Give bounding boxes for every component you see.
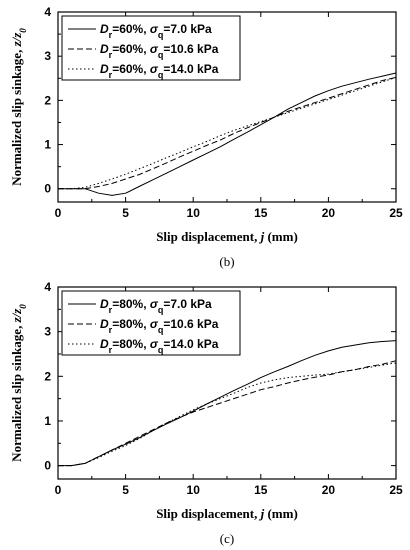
- y-tick-label: 0: [44, 459, 51, 473]
- y-tick-label: 1: [44, 138, 51, 152]
- x-tick-label: 10: [187, 483, 201, 497]
- y-axis-title: Normalized slip sinkage, z/z0: [9, 304, 28, 462]
- legend-label: Dr=80%, σq=7.0 kPa: [100, 297, 212, 315]
- x-tick-label: 0: [55, 206, 62, 220]
- series-lines: [58, 72, 397, 196]
- series-lines: [58, 340, 397, 467]
- legend: Dr=60%, σq=7.0 kPa Dr=60%, σq=10.6 kPa Dr=…: [61, 15, 241, 81]
- y-tick-label: 0: [44, 182, 51, 196]
- y-tick-label: 4: [44, 5, 51, 19]
- x-tick-label: 25: [389, 483, 403, 497]
- x-axis-title: Slip displacement, j (mm): [156, 506, 298, 521]
- panel-label: (b): [219, 254, 234, 269]
- x-tick-label: 0: [55, 483, 62, 497]
- x-axis-title: Slip displacement, j (mm): [156, 229, 298, 244]
- series-line: [58, 360, 397, 467]
- axis-ticks: 0 5 10 15 20 25 0 1 2 3 4: [44, 5, 403, 220]
- legend: Dr=80%, σq=7.0 kPa Dr=80%, σq=10.6 kPa Dr=…: [61, 290, 241, 356]
- legend-box: [61, 15, 241, 81]
- legend-label: Dr=80%, σq=14.0 kPa: [100, 337, 219, 355]
- x-tick-label: 5: [122, 206, 129, 220]
- x-tick-label: 20: [322, 206, 336, 220]
- y-tick-label: 1: [44, 414, 51, 428]
- x-tick-label: 15: [254, 206, 268, 220]
- panel-label: (c): [220, 531, 234, 546]
- x-tick-label: 5: [122, 483, 129, 497]
- x-tick-label: 15: [254, 483, 268, 497]
- legend-label: Dr=80%, σq=10.6 kPa: [100, 317, 219, 335]
- x-tick-label: 20: [322, 483, 336, 497]
- y-tick-label: 2: [44, 369, 51, 383]
- y-tick-label: 4: [44, 280, 51, 294]
- y-tick-label: 3: [44, 325, 51, 339]
- legend-box: [61, 290, 241, 356]
- axis-ticks: 0 5 10 15 20 25 0 1 2 3 4: [44, 280, 403, 497]
- series-line: [58, 340, 397, 467]
- legend-label: Dr=60%, σq=10.6 kPa: [100, 42, 219, 60]
- legend-label: Dr=60%, σq=14.0 kPa: [100, 62, 219, 80]
- x-tick-label: 10: [187, 206, 201, 220]
- y-axis-title: Normalized slip sinkage, z/z0: [9, 28, 28, 186]
- series-line: [58, 362, 397, 467]
- series-line: [58, 72, 397, 196]
- series-line: [58, 76, 397, 190]
- legend-label: Dr=60%, σq=7.0 kPa: [100, 22, 212, 40]
- y-tick-label: 3: [44, 49, 51, 63]
- x-tick-label: 25: [389, 206, 403, 220]
- y-tick-label: 2: [44, 93, 51, 107]
- series-line: [58, 76, 397, 190]
